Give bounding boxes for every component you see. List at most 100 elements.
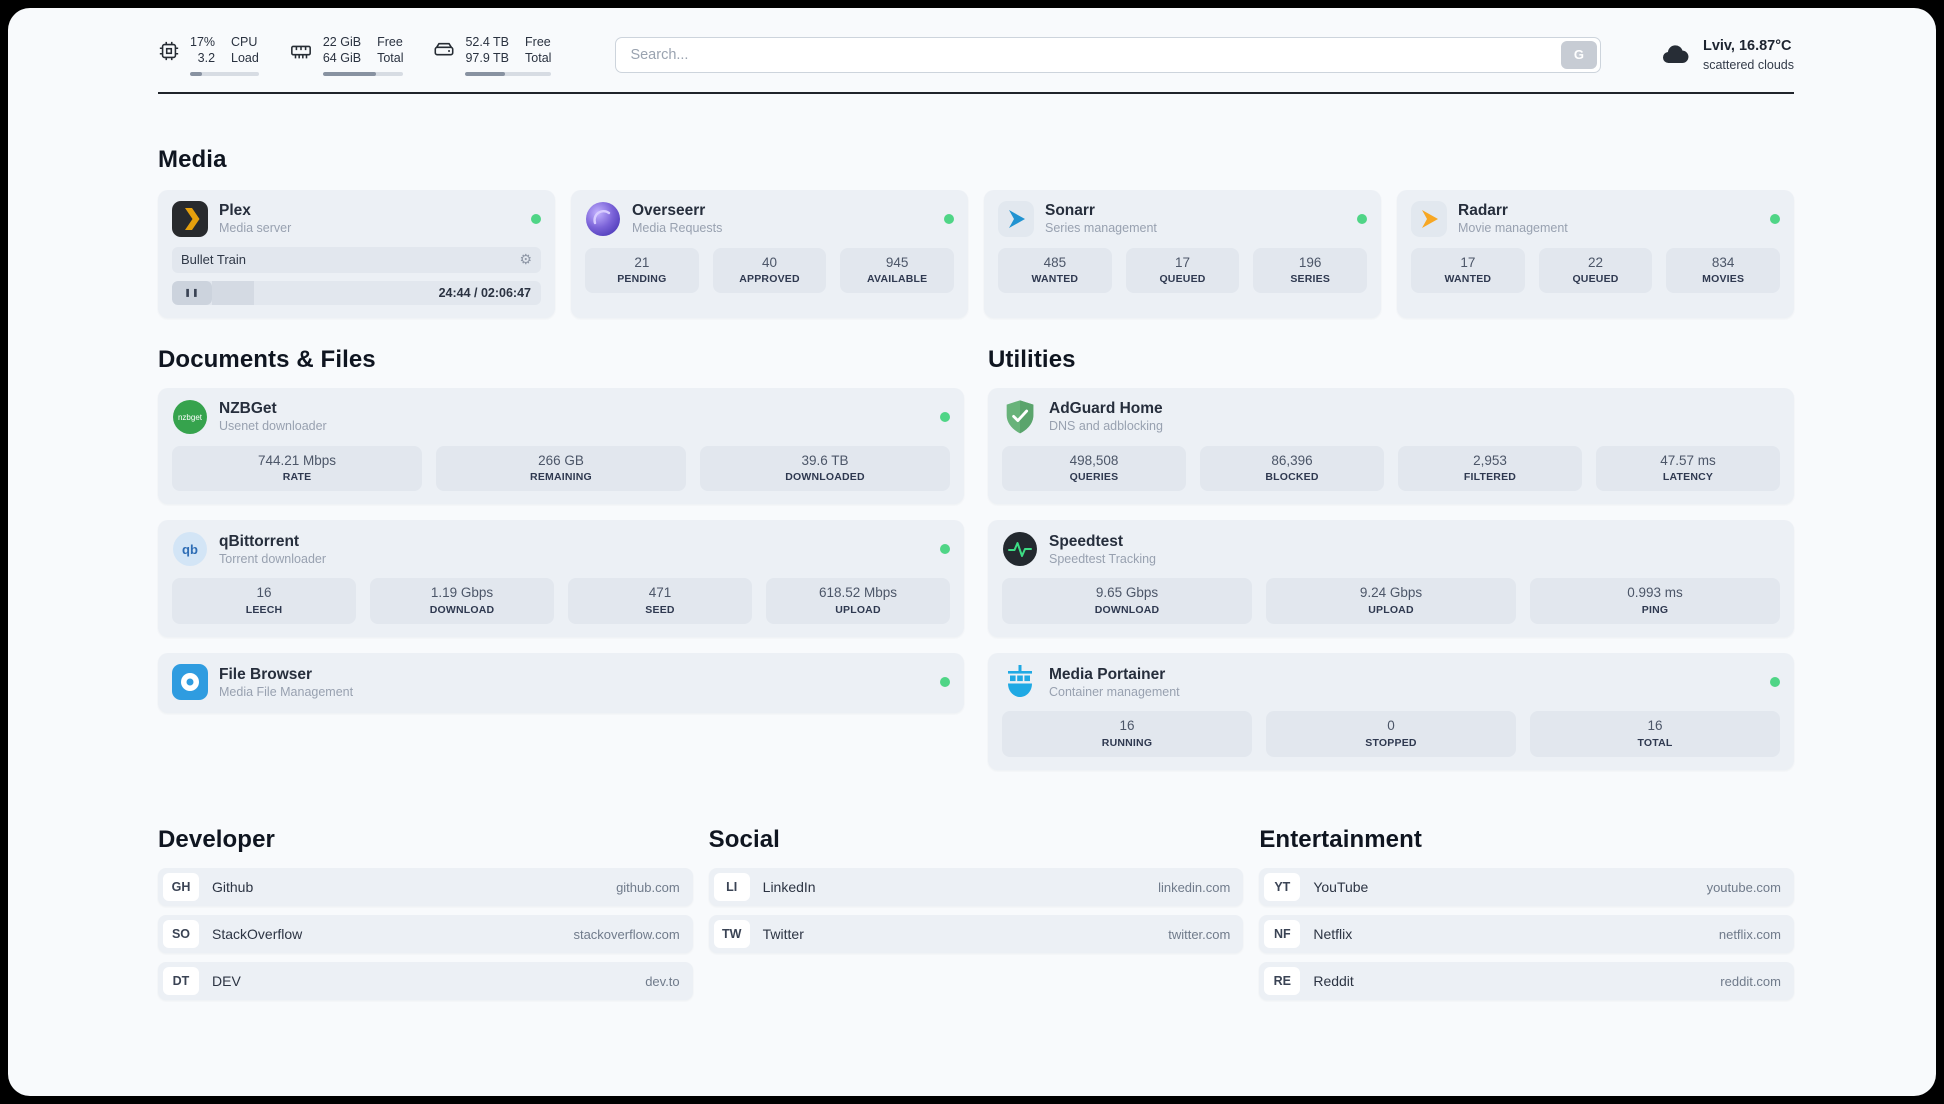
sonarr-icon (998, 200, 1034, 237)
bookmark-url: twitter.com (1168, 926, 1231, 942)
stat-stopped: 0 STOPPED (1266, 711, 1516, 758)
linkedin-abbr-icon: LI (713, 873, 750, 902)
memory-progress-bar (322, 71, 404, 76)
stat-downloaded: 39.6 TB DOWNLOADED (700, 445, 950, 492)
bookmark-url: github.com (616, 879, 680, 895)
service-card-overseerr[interactable]: Overseerr Media Requests 21 PENDING 40 A… (571, 189, 968, 318)
stat-running: 16 RUNNING (1002, 711, 1252, 758)
service-card-qbittorrent[interactable]: qb qBittorrent Torrent downloader (158, 520, 964, 638)
bookmark-linkedin[interactable]: LI LinkedIn linkedin.com (708, 868, 1244, 907)
bookmark-github[interactable]: GH Github github.com (158, 868, 693, 907)
bookmark-name: DEV (212, 973, 241, 990)
status-online-dot (940, 677, 950, 688)
overseerr-icon (585, 201, 621, 237)
service-subtitle: Usenet downloader (219, 419, 327, 434)
stackoverflow-abbr-icon: SO (163, 920, 199, 949)
search-input[interactable] (615, 36, 1601, 73)
stat-download: 1.19 Gbps DOWNLOAD (370, 578, 554, 625)
service-card-nzbget[interactable]: nzbget NZBGet Usenet downloader 74 (158, 387, 964, 505)
dashboard-page: 17% 3.2 CPU Load (8, 8, 1936, 1096)
status-online-dot (531, 213, 541, 224)
bookmark-url: dev.to (645, 973, 680, 989)
utilities-column: Utilities (988, 346, 1794, 771)
service-subtitle: Torrent downloader (219, 551, 327, 566)
service-subtitle: Media Requests (632, 221, 723, 236)
stat-queued: 17 QUEUED (1125, 247, 1240, 294)
portainer-icon (1002, 664, 1038, 700)
section-title-media: Media (158, 145, 227, 173)
memory-labels: Free Total (377, 35, 404, 66)
service-card-portainer[interactable]: Media Portainer Container management 16 … (988, 653, 1794, 771)
stat-latency: 47.57 ms LATENCY (1596, 445, 1780, 492)
stat-ping: 0.993 ms PING (1530, 578, 1780, 625)
cpu-chip-icon (158, 34, 180, 62)
service-name: Plex (219, 201, 251, 219)
stat-queued: 22 QUEUED (1538, 247, 1653, 294)
service-subtitle: Media server (219, 221, 292, 236)
stat-upload: 618.52 Mbps UPLOAD (766, 578, 950, 625)
bookmark-url: linkedin.com (1158, 879, 1231, 895)
playback-progress-track[interactable] (212, 280, 429, 305)
cloud-icon (1659, 42, 1691, 67)
stat-upload: 9.24 Gbps UPLOAD (1266, 578, 1516, 625)
bookmark-netflix[interactable]: NF Netflix netflix.com (1259, 915, 1794, 954)
bookmark-twitter[interactable]: TW Twitter twitter.com (708, 915, 1244, 954)
top-bar: 17% 3.2 CPU Load (158, 34, 1794, 76)
qbittorrent-icon: qb (172, 531, 208, 567)
service-subtitle: Speedtest Tracking (1049, 551, 1157, 566)
service-card-plex[interactable]: Plex Media server Bullet Train ⚙ ❚❚ 24:4… (158, 189, 555, 318)
stat-seed: 471 SEED (568, 578, 752, 625)
header-divider (158, 91, 1794, 94)
svg-text:qb: qb (182, 542, 198, 557)
stat-blocked: 86,396 BLOCKED (1200, 445, 1384, 492)
dev-abbr-icon: DT (163, 967, 199, 996)
section-title-entertainment: Entertainment (1259, 826, 1422, 854)
developer-column: Developer GH Github github.com SO StackO… (158, 826, 693, 1001)
service-name: Radarr (1458, 201, 1508, 219)
social-column: Social LI LinkedIn linkedin.com TW Twitt… (708, 826, 1244, 954)
weather-location: Lviv, 16.87°C (1702, 38, 1792, 55)
stat-wanted: 17 WANTED (1411, 247, 1525, 294)
service-subtitle: Media File Management (219, 684, 354, 699)
filebrowser-icon (172, 664, 208, 701)
bookmark-youtube[interactable]: YT YouTube youtube.com (1259, 868, 1794, 907)
bookmark-name: LinkedIn (762, 879, 816, 896)
service-card-speedtest[interactable]: Speedtest Speedtest Tracking 9.65 Gbps D… (988, 520, 1794, 638)
cpu-labels: CPU Load (231, 35, 259, 66)
stat-leech: 16 LEECH (172, 578, 356, 625)
service-name: Overseerr (632, 201, 706, 219)
weather-widget: Lviv, 16.87°C scattered clouds (1659, 36, 1794, 73)
twitter-abbr-icon: TW (713, 920, 750, 949)
pause-icon[interactable]: ❚❚ (172, 280, 212, 305)
service-card-radarr[interactable]: Radarr Movie management 17 WANTED 22 QUE… (1397, 189, 1794, 318)
netflix-abbr-icon: NF (1264, 920, 1301, 949)
stat-movies: 834 MOVIES (1666, 247, 1781, 294)
gear-icon[interactable]: ⚙ (519, 251, 532, 267)
bookmark-dev[interactable]: DT DEV dev.to (158, 962, 693, 1001)
speedtest-icon (1002, 531, 1038, 567)
service-name: NZBGet (219, 399, 277, 417)
bookmark-url: netflix.com (1718, 926, 1781, 942)
stat-series: 196 SERIES (1253, 247, 1368, 294)
service-card-filebrowser[interactable]: File Browser Media File Management (158, 653, 964, 714)
bookmark-stackoverflow[interactable]: SO StackOverflow stackoverflow.com (158, 915, 693, 954)
service-subtitle: Movie management (1458, 221, 1568, 236)
disk-labels: Free Total (525, 35, 552, 66)
now-playing-title: Bullet Train (181, 252, 247, 267)
stat-rate: 744.21 Mbps RATE (172, 445, 422, 492)
bookmark-reddit[interactable]: RE Reddit reddit.com (1259, 962, 1794, 1001)
player-bar[interactable]: ❚❚ 24:44 / 02:06:47 (172, 280, 541, 305)
entertainment-column: Entertainment YT YouTube youtube.com NF … (1259, 826, 1794, 1001)
service-card-sonarr[interactable]: Sonarr Series management 485 WANTED 17 Q… (984, 189, 1381, 318)
github-abbr-icon: GH (163, 873, 199, 902)
bookmark-url: youtube.com (1706, 879, 1781, 895)
service-name: Speedtest (1049, 532, 1124, 550)
search-bar: G (615, 36, 1601, 73)
radarr-icon (1411, 200, 1447, 237)
bookmark-name: Github (212, 879, 254, 896)
section-title-utilities: Utilities (988, 345, 1076, 373)
section-title-documents: Documents & Files (158, 345, 376, 373)
disk-values: 52.4 TB 97.9 TB (465, 35, 510, 66)
search-engine-button[interactable]: G (1560, 40, 1597, 69)
service-card-adguard[interactable]: AdGuard Home DNS and adblocking 498,508 … (988, 387, 1794, 505)
